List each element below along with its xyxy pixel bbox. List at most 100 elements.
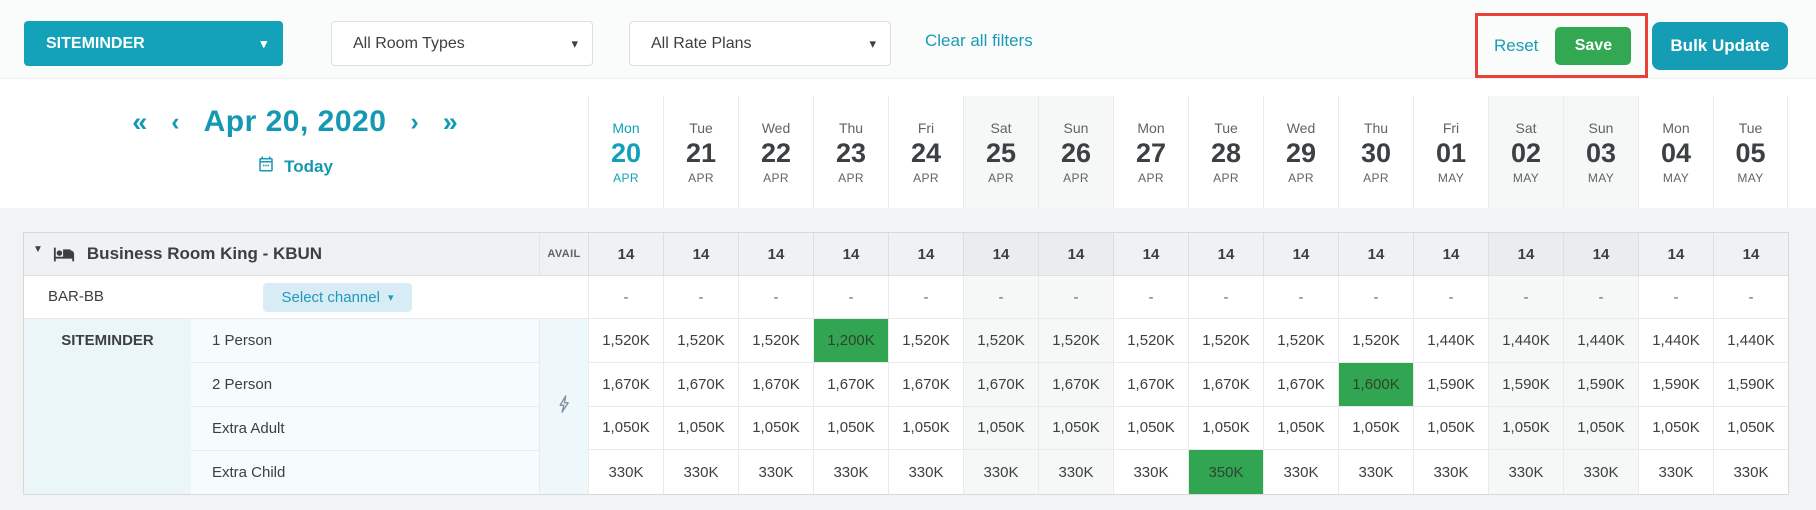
rate-plan-cell[interactable]: - [663,276,738,318]
rate-cell[interactable]: 330K [1038,450,1113,494]
avail-cell[interactable]: 14 [813,233,888,275]
rate-cell[interactable]: 1,200K [813,319,888,363]
avail-cell[interactable]: 14 [588,233,663,275]
rate-cell[interactable]: 1,520K [1263,319,1338,363]
rate-cell[interactable]: 1,670K [813,362,888,407]
avail-cell[interactable]: 14 [1263,233,1338,275]
rate-cell[interactable]: 330K [663,450,738,494]
rate-plan-cell[interactable]: - [1563,276,1638,318]
avail-cell[interactable]: 14 [1413,233,1488,275]
rate-plan-cell[interactable]: - [1113,276,1188,318]
rate-cell[interactable]: 1,520K [1113,319,1188,363]
avail-cell[interactable]: 14 [1338,233,1413,275]
rate-cell[interactable]: 1,050K [738,406,813,451]
rate-cell[interactable]: 330K [1713,450,1788,494]
rate-cell[interactable]: 1,590K [1638,362,1713,407]
rate-cell[interactable]: 1,670K [1263,362,1338,407]
rate-cell[interactable]: 1,670K [1188,362,1263,407]
rate-cell[interactable]: 330K [1113,450,1188,494]
rate-cell[interactable]: 1,520K [1188,319,1263,363]
avail-cell[interactable]: 14 [1638,233,1713,275]
rate-plan-cell[interactable]: - [1638,276,1713,318]
bulk-update-button[interactable]: Bulk Update [1652,22,1788,70]
rate-cell[interactable]: 1,440K [1563,319,1638,363]
room-types-dropdown[interactable]: All Room Types ▾ [331,21,593,66]
rate-cell[interactable]: 1,520K [663,319,738,363]
rate-cell[interactable]: 1,670K [738,362,813,407]
rate-cell[interactable]: 330K [1413,450,1488,494]
avail-cell[interactable]: 14 [663,233,738,275]
rate-cell[interactable]: 330K [588,450,663,494]
avail-cell[interactable]: 14 [1038,233,1113,275]
rate-cell[interactable]: 1,050K [1188,406,1263,451]
rate-plan-cell[interactable]: - [1188,276,1263,318]
rate-cell[interactable]: 330K [738,450,813,494]
last-page-icon[interactable]: » [442,106,458,137]
rate-cell[interactable]: 1,050K [963,406,1038,451]
rate-cell[interactable]: 1,520K [1338,319,1413,363]
clear-all-filters-link[interactable]: Clear all filters [925,31,1033,50]
avail-cell[interactable]: 14 [1713,233,1788,275]
rate-cell[interactable]: 1,440K [1713,319,1788,363]
rate-cell[interactable]: 1,050K [1488,406,1563,451]
rate-cell[interactable]: 330K [888,450,963,494]
rate-cell[interactable]: 1,670K [1038,362,1113,407]
first-page-icon[interactable]: « [132,106,148,137]
rate-plan-cell[interactable]: - [588,276,663,318]
rate-cell[interactable]: 1,440K [1413,319,1488,363]
rate-cell[interactable]: 330K [963,450,1038,494]
rate-cell[interactable]: 1,050K [1113,406,1188,451]
rate-cell[interactable]: 1,440K [1638,319,1713,363]
rate-plan-cell[interactable]: - [1488,276,1563,318]
rate-cell[interactable]: 1,050K [1338,406,1413,451]
rate-cell[interactable]: 1,670K [1113,362,1188,407]
rate-cell[interactable]: 1,050K [1263,406,1338,451]
rate-cell[interactable]: 1,590K [1713,362,1788,407]
rate-plan-cell[interactable]: - [1038,276,1113,318]
avail-cell[interactable]: 14 [888,233,963,275]
rate-cell[interactable]: 1,590K [1563,362,1638,407]
rate-cell[interactable]: 1,520K [588,319,663,363]
rate-cell[interactable]: 1,050K [1713,406,1788,451]
rate-cell[interactable]: 350K [1188,450,1263,494]
rate-cell[interactable]: 1,050K [1638,406,1713,451]
rate-plan-cell[interactable]: - [738,276,813,318]
rate-cell[interactable]: 1,520K [963,319,1038,363]
avail-cell[interactable]: 14 [1188,233,1263,275]
rate-plans-dropdown[interactable]: All Rate Plans ▾ [629,21,891,66]
rate-cell[interactable]: 1,590K [1488,362,1563,407]
rate-plan-cell[interactable]: - [813,276,888,318]
rate-plan-cell[interactable]: - [1713,276,1788,318]
today-button[interactable]: Today [90,155,500,178]
rate-plan-cell[interactable]: - [1263,276,1338,318]
rate-cell[interactable]: 330K [1488,450,1563,494]
rate-cell[interactable]: 1,670K [588,362,663,407]
rate-cell[interactable]: 330K [1338,450,1413,494]
rate-cell[interactable]: 1,520K [888,319,963,363]
rate-cell[interactable]: 1,590K [1413,362,1488,407]
avail-cell[interactable]: 14 [963,233,1038,275]
avail-cell[interactable]: 14 [738,233,813,275]
rate-cell[interactable]: 1,670K [888,362,963,407]
rate-cell[interactable]: 1,670K [663,362,738,407]
rate-plan-cell[interactable]: - [888,276,963,318]
rate-cell[interactable]: 1,050K [1563,406,1638,451]
rate-plan-cell[interactable]: - [963,276,1038,318]
rate-cell[interactable]: 1,670K [963,362,1038,407]
avail-cell[interactable]: 14 [1113,233,1188,275]
rate-cell[interactable]: 1,440K [1488,319,1563,363]
rate-cell[interactable]: 1,520K [1038,319,1113,363]
rate-cell[interactable]: 1,050K [588,406,663,451]
rate-cell[interactable]: 1,050K [1038,406,1113,451]
rate-cell[interactable]: 330K [1638,450,1713,494]
select-channel-dropdown[interactable]: Select channel ▾ [263,283,412,312]
rate-cell[interactable]: 330K [1263,450,1338,494]
previous-day-icon[interactable]: ‹ [171,107,180,136]
next-day-icon[interactable]: › [410,107,419,136]
rate-cell[interactable]: 1,050K [888,406,963,451]
rate-cell[interactable]: 1,600K [1338,362,1413,407]
rate-cell[interactable]: 330K [1563,450,1638,494]
save-button[interactable]: Save [1555,26,1632,65]
channel-selector-dropdown[interactable]: SITEMINDER ▾ [24,21,283,66]
rate-plan-cell[interactable]: - [1338,276,1413,318]
